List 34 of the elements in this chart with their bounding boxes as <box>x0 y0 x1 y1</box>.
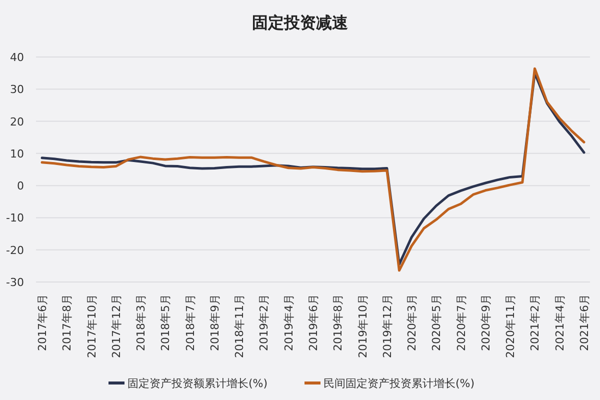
x-tick-label: 2017年12月 <box>110 294 123 358</box>
y-tick-label: -30 <box>6 276 24 289</box>
x-tick-label: 2019年12月 <box>380 294 394 358</box>
x-tick-label: 2018年7月 <box>184 294 197 351</box>
x-tick-label: 2020年11月 <box>504 294 518 358</box>
x-tick-label: 2018年11月 <box>233 294 246 358</box>
x-tick-label: 2019年6月 <box>307 294 320 351</box>
y-tick-label: -10 <box>6 212 24 225</box>
y-tick-label: 10 <box>10 147 24 160</box>
x-tick-label: 2019年8月 <box>332 294 345 351</box>
x-tick-label: 2020年7月 <box>454 294 468 351</box>
x-tick-label: 2021年6月 <box>578 294 591 351</box>
y-tick-label: 40 <box>10 51 24 64</box>
x-tick-label: 2019年2月 <box>258 294 271 351</box>
legend-label: 民间固定资产投资累计增长(%) <box>324 377 475 390</box>
x-tick-label: 2020年3月 <box>406 294 419 351</box>
chart-title: 固定投资减速 <box>252 13 349 32</box>
x-tick-label: 2020年5月 <box>430 294 444 351</box>
legend-label: 固定资产投资额累计增长(%) <box>128 377 268 390</box>
y-tick-label: -20 <box>6 244 24 257</box>
x-tick-label: 2019年10月 <box>356 294 370 358</box>
x-tick-label: 2018年9月 <box>208 294 222 351</box>
x-tick-label: 2019年4月 <box>282 294 296 351</box>
x-tick-label: 2017年6月 <box>36 294 49 351</box>
y-tick-label: 0 <box>17 180 24 193</box>
x-tick-label: 2021年2月 <box>528 294 542 351</box>
x-tick-label: 2017年10月 <box>85 294 98 358</box>
x-tick-label: 2020年9月 <box>479 294 492 351</box>
x-tick-label: 2018年3月 <box>134 294 148 351</box>
x-tick-label: 2017年8月 <box>60 294 74 351</box>
x-tick-label: 2018年5月 <box>159 294 172 351</box>
y-tick-label: 30 <box>10 83 24 96</box>
y-tick-label: 20 <box>10 115 24 128</box>
x-tick-label: 2021年4月 <box>553 294 566 351</box>
